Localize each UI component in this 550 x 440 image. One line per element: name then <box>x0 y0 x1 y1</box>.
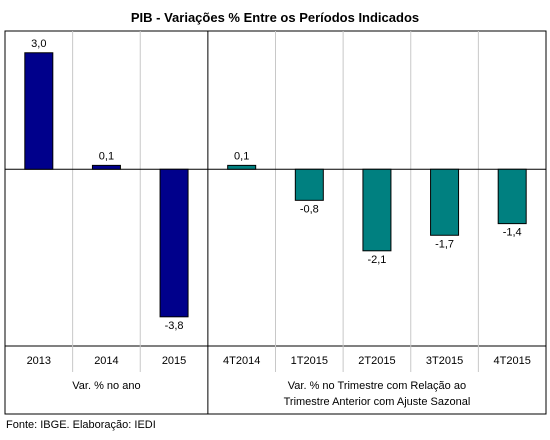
bar-3t2015 <box>430 168 460 236</box>
value-labels: 3,0 0,1 -3,8 0,1 -0,8 -2,1 -1,7 -1,4 <box>31 38 522 332</box>
x-tick-label: 4T2015 <box>494 355 531 367</box>
x-tick-label: 2014 <box>94 355 118 367</box>
value-label: -1,7 <box>435 238 454 250</box>
value-label: 3,0 <box>31 38 46 50</box>
x-tick-label: 2013 <box>27 355 51 367</box>
group-label-line2: Trimestre Anterior com Ajuste Sazonal <box>284 396 471 408</box>
bars <box>24 52 527 318</box>
bar-2013 <box>24 52 54 170</box>
bar-2014 <box>91 164 121 170</box>
value-label: 0,1 <box>99 150 114 162</box>
bar-1t2015 <box>294 168 324 201</box>
x-tick-label: 2T2015 <box>358 355 395 367</box>
x-tick-labels: 2013 2014 2015 4T2014 1T2015 2T2015 3T2015 4T20… <box>27 355 531 367</box>
source-note: Fonte: IBGE. Elaboração: IEDI <box>6 419 156 431</box>
value-label: -0,8 <box>300 203 319 215</box>
x-tick-label: 4T2014 <box>223 355 260 367</box>
bar-2t2015 <box>362 168 392 252</box>
bar-4t2015 <box>497 168 527 225</box>
value-label: 0,1 <box>234 150 249 162</box>
group-label: Var. % no Trimestre com Relação ao <box>288 380 466 392</box>
value-label: -3,8 <box>165 320 184 332</box>
group-label: Var. % no ano <box>72 380 140 392</box>
value-label: -2,1 <box>367 254 386 266</box>
bar-2015 <box>159 168 189 318</box>
category-dividers <box>5 31 546 414</box>
x-tick-label: 3T2015 <box>426 355 463 367</box>
x-tick-label: 2015 <box>162 355 186 367</box>
bar-4t2014 <box>227 164 257 170</box>
value-label: -1,4 <box>503 227 522 239</box>
chart-title: PIB - Variações % Entre os Períodos Indi… <box>131 10 419 25</box>
group-labels: Var. % no ano Var. % no Trimestre com Rel… <box>72 380 470 408</box>
x-tick-label: 1T2015 <box>291 355 328 367</box>
